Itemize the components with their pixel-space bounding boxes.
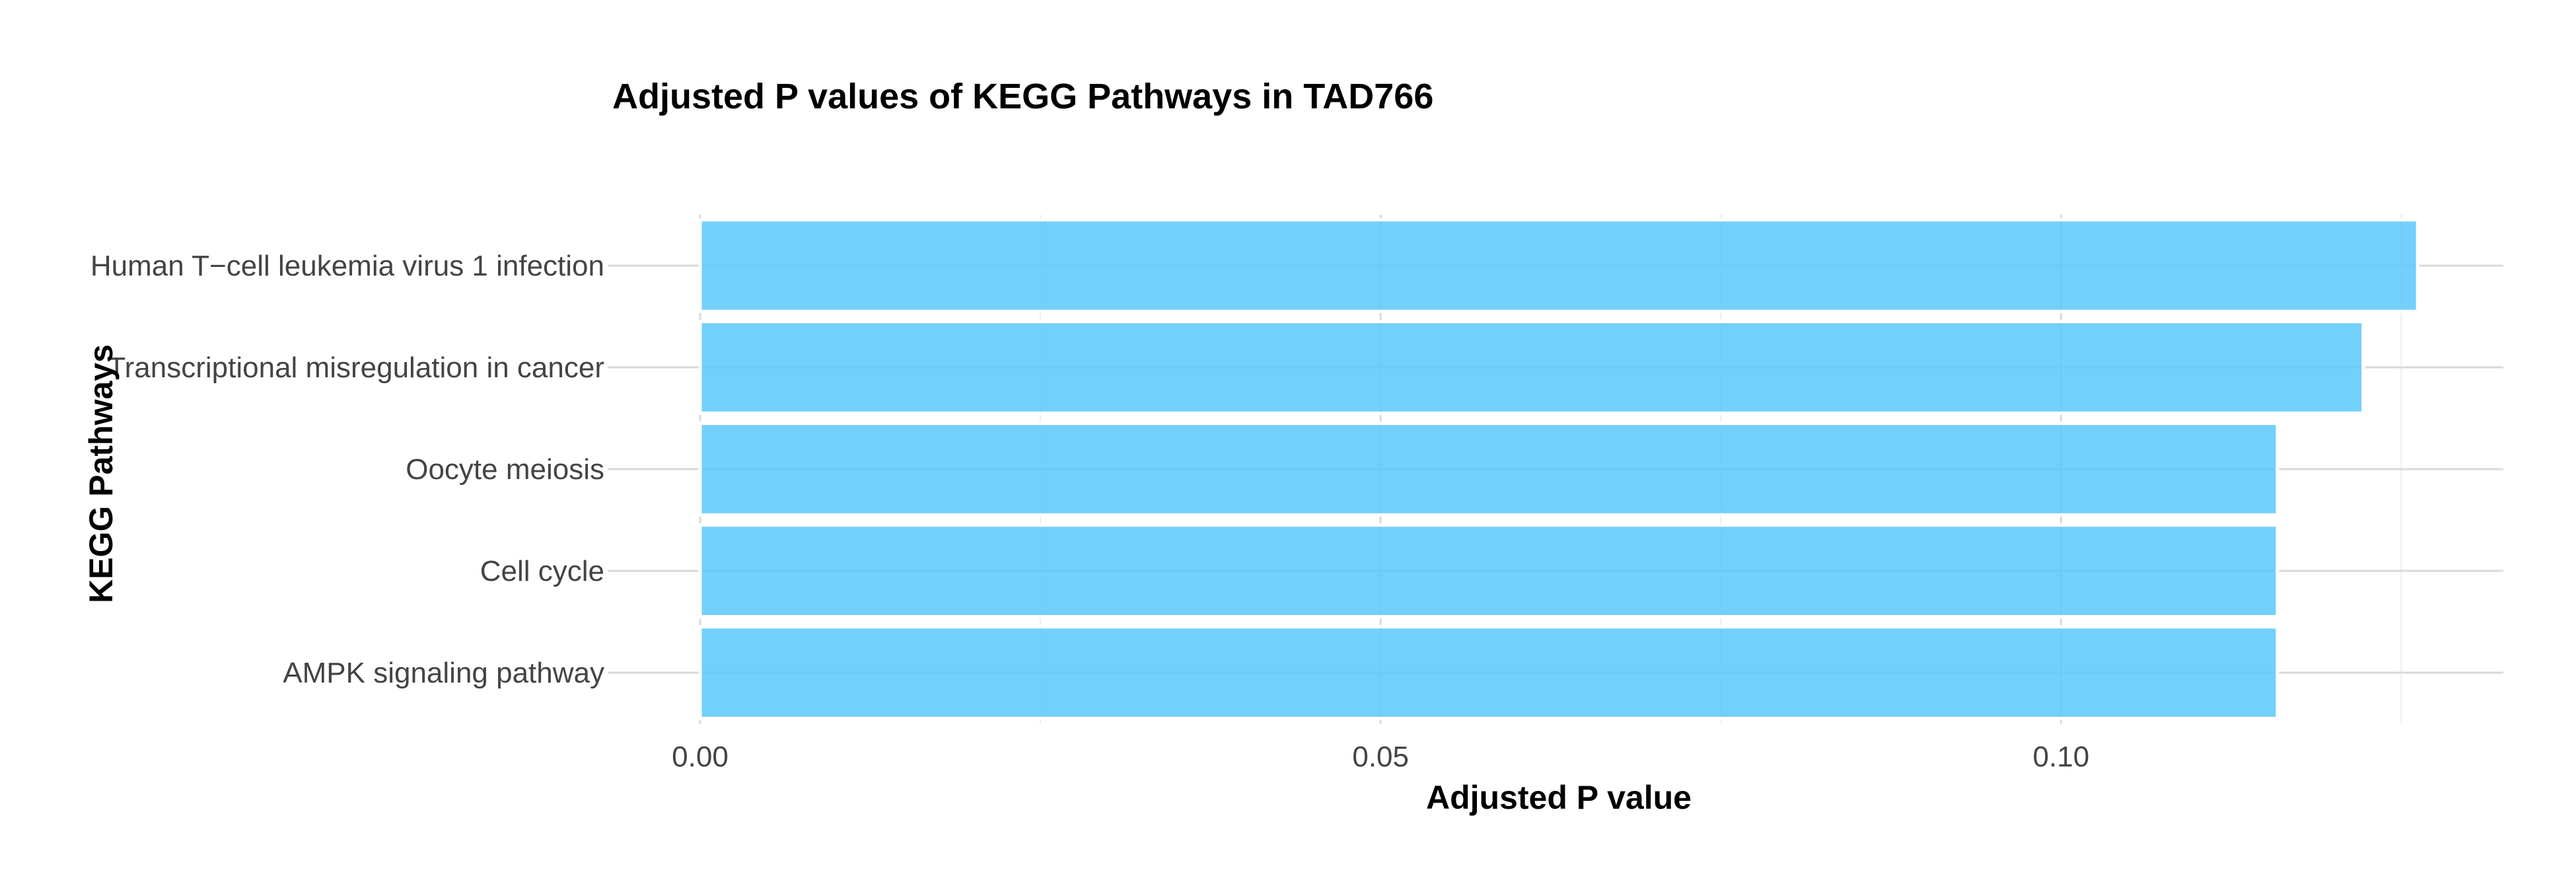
bar	[698, 523, 2279, 618]
category-label: AMPK signaling pathway	[283, 657, 604, 689]
bar	[698, 625, 2279, 720]
y-axis-title: KEGG Pathways	[83, 344, 120, 603]
category-labels: Human T−cell leukemia virus 1 infection T…	[90, 250, 604, 689]
bar	[698, 422, 2279, 517]
category-label: Transcriptional misregulation in cancer	[108, 352, 604, 384]
bar	[698, 218, 2419, 313]
x-tick-label: 0.10	[2033, 741, 2090, 773]
bar	[698, 320, 2365, 415]
x-tick-labels: 0.00 0.05 0.10	[672, 741, 2089, 773]
chart-title: Adjusted P values of KEGG Pathways in TA…	[612, 77, 1433, 116]
x-tick-label: 0.05	[1352, 741, 1409, 773]
x-axis-title: Adjusted P value	[1426, 779, 1692, 816]
x-tick-label: 0.00	[672, 741, 729, 773]
category-label: Human T−cell leukemia virus 1 infection	[90, 250, 604, 282]
category-label: Oocyte meiosis	[406, 453, 604, 486]
category-label: Cell cycle	[480, 555, 604, 587]
bars	[698, 218, 2419, 720]
